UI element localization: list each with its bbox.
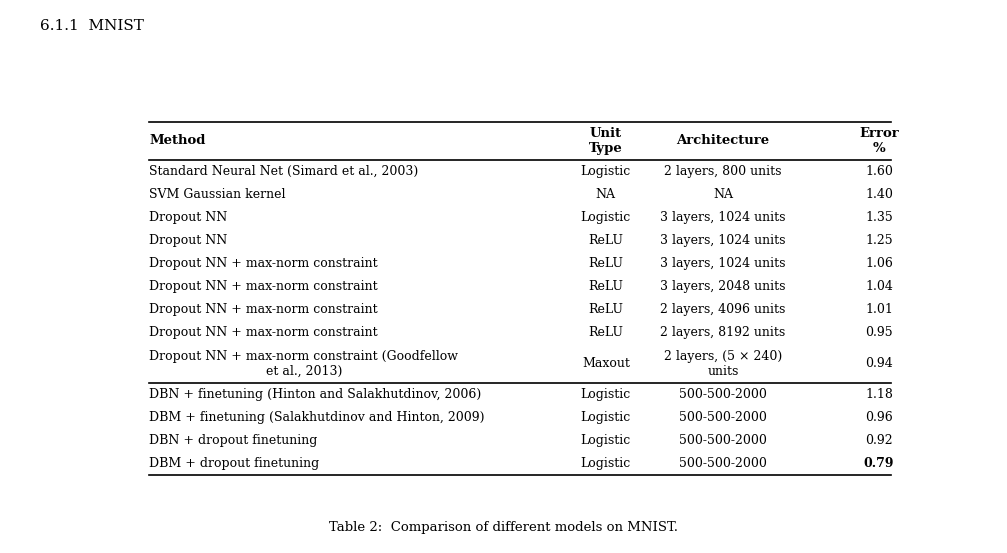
Text: Dropout NN + max-norm constraint: Dropout NN + max-norm constraint <box>149 303 378 316</box>
Text: Logistic: Logistic <box>581 411 631 424</box>
Text: 1.35: 1.35 <box>865 211 893 224</box>
Text: 3 layers, 1024 units: 3 layers, 1024 units <box>661 257 785 270</box>
Text: 1.40: 1.40 <box>865 188 893 201</box>
Text: 0.92: 0.92 <box>865 434 893 447</box>
Text: Logistic: Logistic <box>581 211 631 224</box>
Text: 0.96: 0.96 <box>865 411 893 424</box>
Text: Dropout NN: Dropout NN <box>149 211 228 224</box>
Text: Logistic: Logistic <box>581 165 631 178</box>
Text: ReLU: ReLU <box>588 303 623 316</box>
Text: DBM + dropout finetuning: DBM + dropout finetuning <box>149 457 319 470</box>
Text: Logistic: Logistic <box>581 434 631 447</box>
Text: 0.79: 0.79 <box>864 457 894 470</box>
Text: ReLU: ReLU <box>588 257 623 270</box>
Text: Table 2:  Comparison of different models on MNIST.: Table 2: Comparison of different models … <box>329 520 678 534</box>
Text: SVM Gaussian kernel: SVM Gaussian kernel <box>149 188 286 201</box>
Text: NA: NA <box>713 188 733 201</box>
Text: ReLU: ReLU <box>588 234 623 247</box>
Text: 0.95: 0.95 <box>865 326 893 339</box>
Text: 1.25: 1.25 <box>865 234 893 247</box>
Text: DBM + finetuning (Salakhutdinov and Hinton, 2009): DBM + finetuning (Salakhutdinov and Hint… <box>149 411 484 424</box>
Text: 500-500-2000: 500-500-2000 <box>679 388 767 401</box>
Text: ReLU: ReLU <box>588 280 623 293</box>
Text: DBN + finetuning (Hinton and Salakhutdinov, 2006): DBN + finetuning (Hinton and Salakhutdin… <box>149 388 481 401</box>
Text: 1.06: 1.06 <box>865 257 893 270</box>
Text: 2 layers, (5 × 240)
units: 2 layers, (5 × 240) units <box>664 349 782 378</box>
Text: Architecture: Architecture <box>677 134 769 148</box>
Text: 3 layers, 1024 units: 3 layers, 1024 units <box>661 234 785 247</box>
Text: Unit
Type: Unit Type <box>589 127 622 155</box>
Text: Dropout NN + max-norm constraint: Dropout NN + max-norm constraint <box>149 280 378 293</box>
Text: Dropout NN + max-norm constraint: Dropout NN + max-norm constraint <box>149 326 378 339</box>
Text: Maxout: Maxout <box>582 357 629 370</box>
Text: Standard Neural Net (Simard et al., 2003): Standard Neural Net (Simard et al., 2003… <box>149 165 419 178</box>
Text: Logistic: Logistic <box>581 457 631 470</box>
Text: Dropout NN + max-norm constraint (Goodfellow
et al., 2013): Dropout NN + max-norm constraint (Goodfe… <box>149 349 458 378</box>
Text: Logistic: Logistic <box>581 388 631 401</box>
Text: 2 layers, 8192 units: 2 layers, 8192 units <box>661 326 785 339</box>
Text: ReLU: ReLU <box>588 326 623 339</box>
Text: 6.1.1  MNIST: 6.1.1 MNIST <box>40 19 144 33</box>
Text: Dropout NN + max-norm constraint: Dropout NN + max-norm constraint <box>149 257 378 270</box>
Text: 500-500-2000: 500-500-2000 <box>679 411 767 424</box>
Text: 1.04: 1.04 <box>865 280 893 293</box>
Text: Dropout NN: Dropout NN <box>149 234 228 247</box>
Text: 500-500-2000: 500-500-2000 <box>679 457 767 470</box>
Text: DBN + dropout finetuning: DBN + dropout finetuning <box>149 434 317 447</box>
Text: Error
%: Error % <box>859 127 899 155</box>
Text: NA: NA <box>596 188 616 201</box>
Text: 1.18: 1.18 <box>865 388 893 401</box>
Text: 3 layers, 2048 units: 3 layers, 2048 units <box>661 280 785 293</box>
Text: Method: Method <box>149 134 205 148</box>
Text: 2 layers, 800 units: 2 layers, 800 units <box>665 165 781 178</box>
Text: 3 layers, 1024 units: 3 layers, 1024 units <box>661 211 785 224</box>
Text: 0.94: 0.94 <box>865 357 893 370</box>
Text: 1.60: 1.60 <box>865 165 893 178</box>
Text: 500-500-2000: 500-500-2000 <box>679 434 767 447</box>
Text: 2 layers, 4096 units: 2 layers, 4096 units <box>661 303 785 316</box>
Text: 1.01: 1.01 <box>865 303 893 316</box>
